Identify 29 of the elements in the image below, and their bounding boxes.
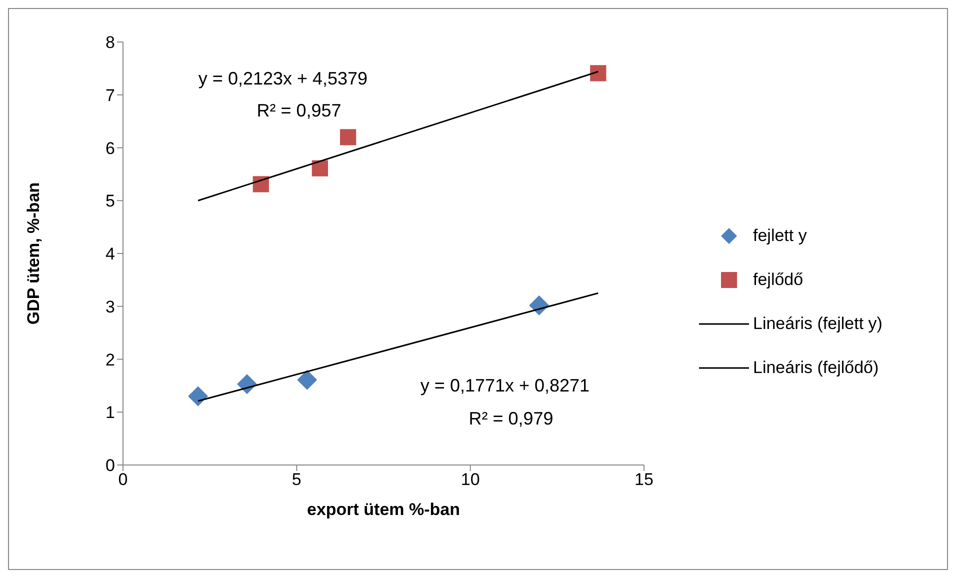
y-tick-label: 0 bbox=[106, 456, 115, 476]
legend-label: fejlődő bbox=[753, 270, 804, 290]
y-tick-label: 5 bbox=[106, 192, 115, 211]
x-axis-title: export ütem %-ban bbox=[306, 500, 460, 519]
legend-label: fejlett y bbox=[753, 226, 807, 246]
legend-label: Lineáris (fejlődő) bbox=[753, 358, 879, 378]
y-axis-title: GDP ütem, %-ban bbox=[24, 182, 44, 325]
point bbox=[188, 386, 208, 406]
x-tick-label: 10 bbox=[460, 470, 480, 490]
x-tick-label: 0 bbox=[118, 470, 128, 490]
point bbox=[252, 176, 269, 192]
annotation: y = 0,1771x + 0,8271 bbox=[420, 376, 590, 396]
legend-label: Lineáris (fejlett y) bbox=[753, 314, 882, 334]
x-tick-label: 5 bbox=[292, 470, 302, 490]
annotation: R² = 0,957 bbox=[256, 100, 342, 122]
annotation: y = 0,2123x + 4,5379 bbox=[198, 68, 368, 90]
point bbox=[297, 370, 318, 390]
annotation: R² = 0,979 bbox=[468, 408, 554, 430]
point bbox=[590, 65, 606, 82]
y-tick-label: 1 bbox=[106, 403, 115, 422]
y-tick-label: 8 bbox=[106, 33, 115, 52]
point bbox=[340, 129, 356, 146]
y-tick-label: 6 bbox=[106, 138, 115, 158]
y-tick-label: 4 bbox=[106, 244, 115, 264]
y-tick-label: 7 bbox=[106, 86, 115, 105]
y-tick-label: 2 bbox=[106, 350, 115, 370]
point bbox=[312, 160, 328, 176]
x-tick-label: 15 bbox=[634, 470, 654, 490]
y-tick-label: 3 bbox=[106, 297, 115, 316]
